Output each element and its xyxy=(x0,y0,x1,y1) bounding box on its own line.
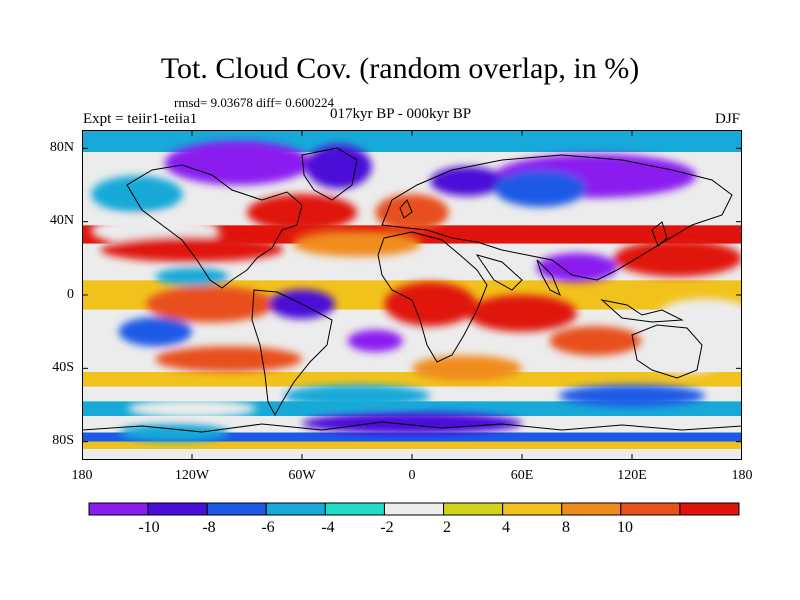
colorbar-box-9 xyxy=(620,502,681,516)
stats-label: rmsd= 9.03678 diff= 0.600224 xyxy=(174,95,334,110)
field-band-6 xyxy=(82,372,742,387)
anomaly-blob-27 xyxy=(127,399,257,418)
y-label-equator: 0 xyxy=(67,287,74,302)
anomaly-blob-11 xyxy=(613,240,742,277)
colorbar-box-3 xyxy=(265,502,326,516)
x-label-180e: 180 xyxy=(731,468,753,483)
coast-maritime-continent xyxy=(600,299,684,323)
x-label-120w: 120W xyxy=(174,468,210,483)
coast-japan xyxy=(651,221,668,247)
anomaly-blob-9 xyxy=(100,236,284,262)
anomaly-blob-13 xyxy=(155,267,229,286)
coast-greenland xyxy=(301,147,358,201)
x-label-60e: 60E xyxy=(510,468,534,483)
x-label-60w: 60W xyxy=(288,468,316,483)
colorbar-label-neg10: -10 xyxy=(138,519,160,536)
coast-australia xyxy=(631,324,703,379)
coast-arabia-india xyxy=(475,254,561,297)
anomaly-blob-17 xyxy=(467,295,577,332)
axis-ticks xyxy=(82,130,742,460)
colorbar-label-2: 2 xyxy=(443,519,451,536)
colorbar-label-8: 8 xyxy=(562,519,570,536)
colorbar-box-5 xyxy=(383,502,445,516)
anomaly-blob-1 xyxy=(305,144,372,189)
anomaly-blob-22 xyxy=(155,346,302,372)
x-label-180w: 180 xyxy=(71,468,93,483)
y-label-80n: 80N xyxy=(49,140,74,155)
anomaly-blob-12 xyxy=(536,252,618,283)
coast-south-america xyxy=(251,289,333,417)
anomaly-blob-20 xyxy=(347,329,403,352)
anomaly-blob-16 xyxy=(384,282,477,327)
field-band-10 xyxy=(82,432,742,442)
coastlines xyxy=(82,147,742,433)
coast-antarctica xyxy=(82,421,742,433)
page-title: Tot. Cloud Cov. (random overlap, in %) xyxy=(160,52,640,85)
anomaly-blob-6 xyxy=(247,194,357,231)
colorbar-label-neg6: -6 xyxy=(261,519,275,536)
anomaly-blob-3 xyxy=(430,166,504,196)
colorbar-label-4: 4 xyxy=(502,519,510,536)
colorbar-box-0 xyxy=(88,502,149,516)
anomaly-blob-19 xyxy=(118,317,192,347)
field-band-11 xyxy=(82,441,742,449)
colorbar-label-neg8: -8 xyxy=(202,519,216,536)
colorbar-box-6 xyxy=(443,502,504,516)
anomaly-blob-26 xyxy=(558,384,706,407)
anomaly-blob-0 xyxy=(164,141,312,185)
coast-uk xyxy=(399,199,413,219)
anomaly-blob-5 xyxy=(91,175,183,213)
colorbar-box-4 xyxy=(324,502,385,516)
colorbar-box-2 xyxy=(206,502,267,516)
coast-africa xyxy=(377,231,488,363)
colorbar-box-1 xyxy=(147,502,208,516)
x-label-120e: 120E xyxy=(617,468,647,483)
y-label-40n: 40N xyxy=(49,213,74,228)
cloud-cover-map xyxy=(82,130,742,460)
anomaly-blob-10 xyxy=(292,230,422,257)
colorbar-label-neg2: -2 xyxy=(380,519,394,536)
coast-eurasia xyxy=(381,154,733,281)
anomaly-blob-4 xyxy=(494,170,587,207)
anomaly-blob-23 xyxy=(412,355,522,382)
y-label-80s: 80S xyxy=(52,433,74,448)
period-label: 017kyr BP - 000kyr BP xyxy=(330,106,472,122)
y-label-40s: 40S xyxy=(52,360,74,375)
season-label: DJF xyxy=(714,111,740,127)
anomaly-blob-21 xyxy=(549,326,642,356)
anomaly-blob-29 xyxy=(118,423,229,442)
x-label-0: 0 xyxy=(408,468,416,483)
coast-north-america xyxy=(126,164,303,289)
anomaly-blob-28 xyxy=(302,412,522,435)
colorbar-label-neg4: -4 xyxy=(321,519,335,536)
anomaly-blob-18 xyxy=(659,298,742,328)
colorbar-box-7 xyxy=(502,502,563,516)
anomaly-blob-25 xyxy=(283,384,431,407)
anomaly-blob-14 xyxy=(146,285,275,323)
colorbar-box-10 xyxy=(679,502,740,516)
experiment-label: Expt = teiir1-teiia1 xyxy=(83,111,198,127)
colorbar-box-8 xyxy=(561,502,622,516)
colorbar-label-10: 10 xyxy=(617,519,633,536)
anomaly-blob-24 xyxy=(650,344,724,374)
